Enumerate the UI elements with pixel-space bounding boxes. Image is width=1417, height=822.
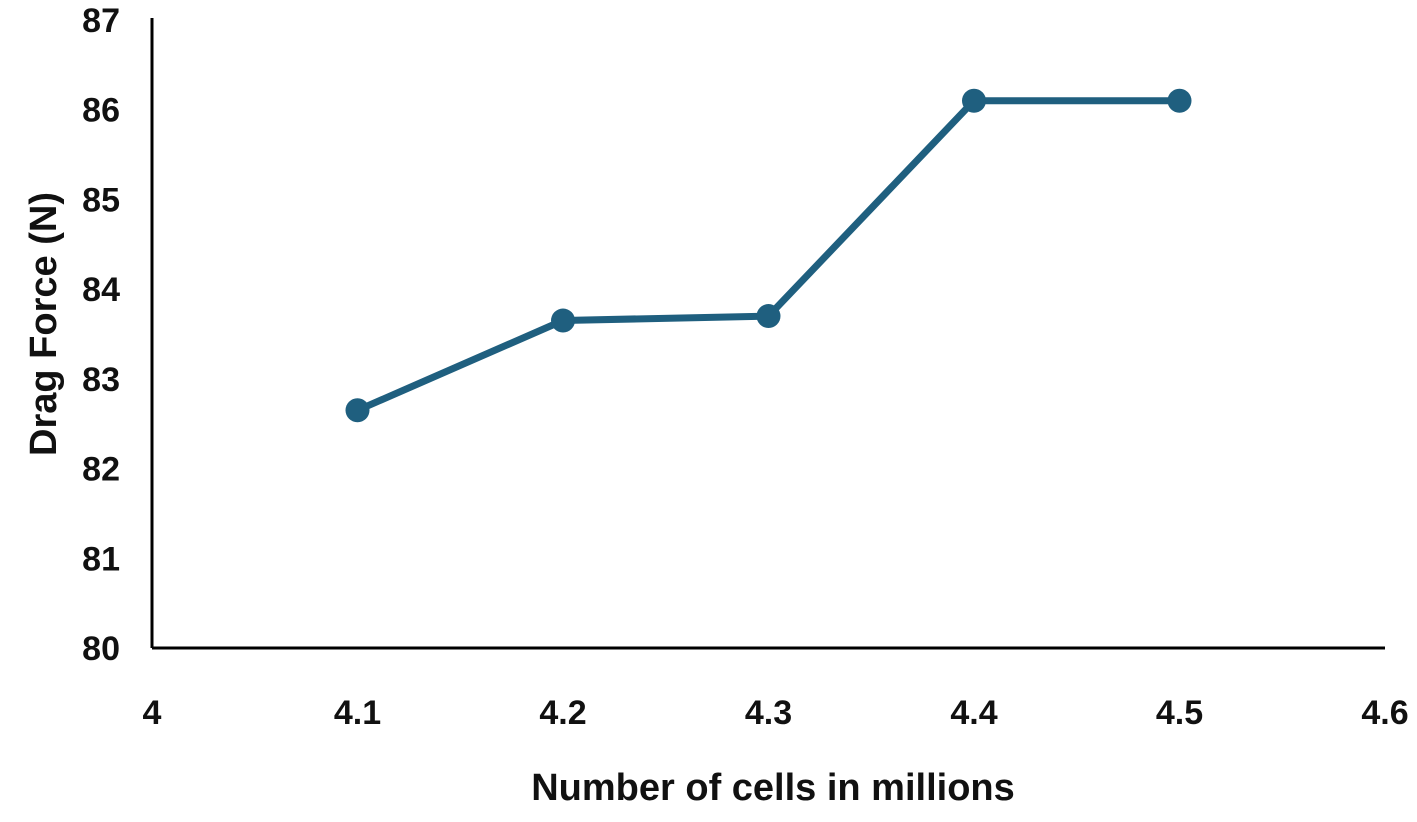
x-tick-labels: 4 4.1 4.2 4.3 4.4 4.5 4.6: [143, 694, 1409, 732]
y-tick-label: 86: [82, 92, 120, 130]
y-tick-labels: 80 81 82 83 84 85 86 87: [82, 2, 120, 668]
y-tick-label: 85: [82, 181, 120, 219]
y-axis-title: Drag Force (N): [23, 192, 65, 456]
y-tick-label: 81: [82, 540, 120, 578]
y-tick-label: 84: [82, 271, 120, 309]
y-tick-label: 82: [82, 451, 120, 489]
data-point: [551, 308, 575, 333]
data-point: [1167, 88, 1192, 113]
x-tick-label: 4: [143, 694, 162, 732]
data-point: [756, 304, 781, 329]
x-axis-title: Number of cells in millions: [531, 767, 1015, 809]
x-tick-label: 4.4: [950, 694, 997, 732]
x-tick-label: 4.1: [334, 694, 381, 732]
plot-area: 80 81 82 83 84 85 86 87 4 4.1 4.2 4.3 4.4 4.5 4.6: [82, 2, 1408, 732]
x-tick-label: 4.6: [1361, 694, 1408, 732]
series-group: [345, 88, 1192, 423]
x-tick-label: 4.2: [539, 694, 586, 732]
y-tick-label: 87: [82, 2, 120, 40]
data-point: [345, 398, 370, 423]
y-tick-label: 80: [82, 630, 120, 668]
x-tick-label: 4.3: [745, 694, 792, 732]
y-tick-label: 83: [82, 361, 120, 399]
data-point: [962, 88, 986, 113]
x-tick-label: 4.5: [1156, 694, 1203, 732]
series-line: [356, 97, 1180, 414]
